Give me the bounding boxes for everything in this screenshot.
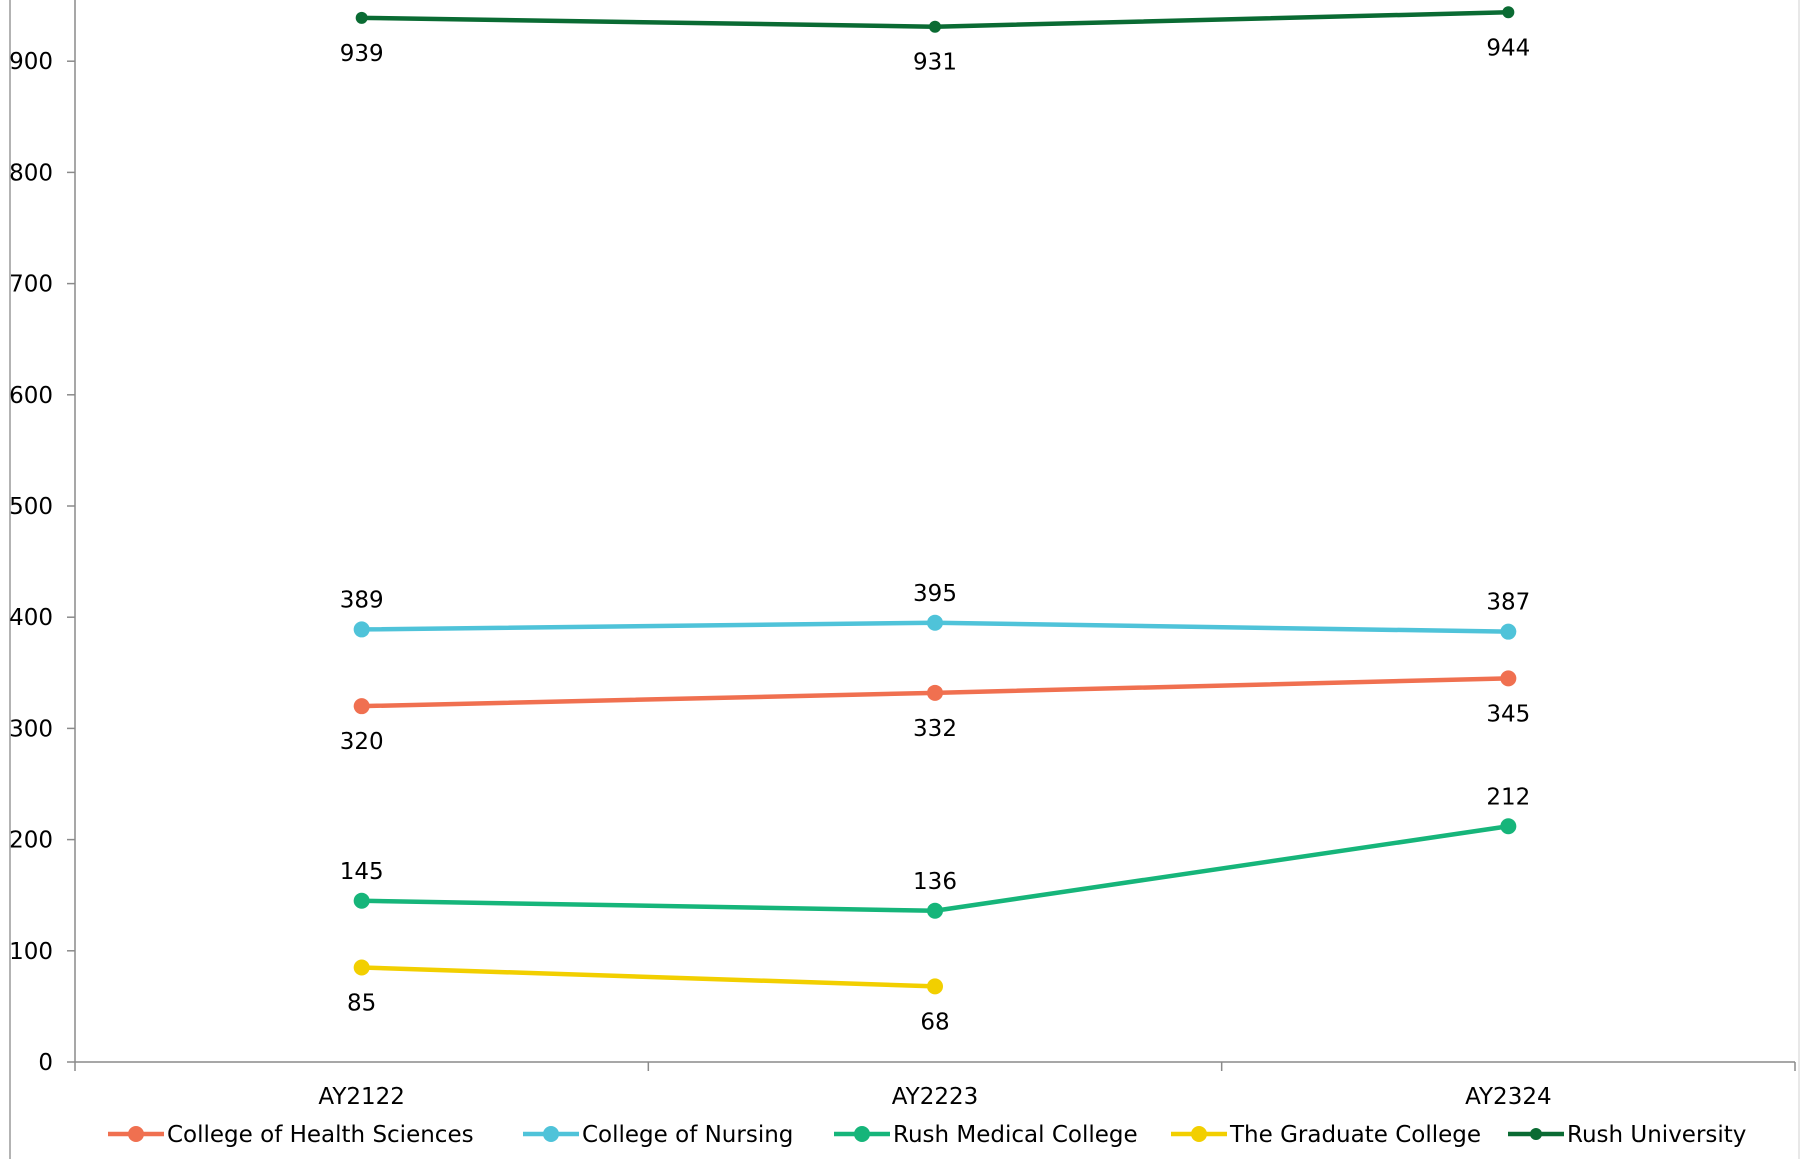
legend-item-rush-university: Rush University (1508, 1122, 1746, 1148)
legend-swatch-marker (128, 1126, 144, 1142)
y-tick-label: 0 (38, 1050, 53, 1076)
data-label-rush-university: 931 (913, 50, 957, 76)
y-tick-label: 600 (9, 383, 53, 409)
data-point-rush-medical-college (353, 892, 370, 909)
y-tick-label: 700 (9, 272, 53, 298)
legend-label: The Graduate College (1229, 1122, 1481, 1148)
legend-label: College of Nursing (582, 1122, 793, 1148)
y-tick-label: 900 (9, 49, 53, 75)
data-label-college-of-health-sciences: 345 (1486, 701, 1530, 727)
legend-swatch-marker (1530, 1128, 1542, 1140)
data-point-college-of-health-sciences (1500, 670, 1517, 687)
data-point-the-graduate-college (353, 959, 370, 976)
legend-swatch-marker (1191, 1126, 1207, 1142)
series-line-the-graduate-college (361, 965, 936, 989)
data-label-college-of-nursing: 387 (1486, 590, 1530, 616)
legend-label: College of Health Sciences (167, 1122, 474, 1148)
data-point-the-graduate-college (927, 978, 943, 995)
legend-swatch-marker (854, 1126, 870, 1142)
data-point-rush-medical-college (1500, 818, 1517, 835)
y-tick-label: 100 (9, 939, 53, 965)
data-label-college-of-nursing: 395 (913, 581, 957, 607)
data-label-college-of-health-sciences: 320 (340, 729, 384, 755)
data-label-the-graduate-college: 85 (347, 990, 376, 1016)
data-label-rush-university: 944 (1486, 35, 1530, 61)
data-point-college-of-health-sciences (353, 698, 370, 715)
data-label-college-of-nursing: 389 (340, 587, 384, 613)
x-tick-label: AY2122 (318, 1084, 405, 1110)
legend-swatch-marker (543, 1126, 559, 1142)
data-point-rush-university (929, 20, 941, 33)
data-label-rush-medical-college: 145 (340, 859, 384, 885)
legend-item-rush-medical-college: Rush Medical College (834, 1122, 1138, 1148)
data-point-rush-medical-college (927, 902, 943, 919)
data-point-rush-university (355, 11, 368, 24)
axes: 0 100 200 300 400 500 600 700 800 900 AY2122 AY2223… (9, 0, 1800, 1159)
data-label-college-of-health-sciences: 332 (913, 716, 957, 742)
legend: College of Health Sciences College of Nur… (108, 1122, 1746, 1148)
data-point-college-of-health-sciences (927, 684, 943, 701)
data-point-rush-university (1502, 6, 1515, 19)
data-label-rush-medical-college: 136 (913, 869, 957, 895)
y-tick-label: 300 (9, 716, 53, 742)
data-point-college-of-nursing (1500, 623, 1517, 640)
data-label-rush-university: 939 (340, 41, 384, 67)
x-tick-label: AY2324 (1465, 1084, 1552, 1110)
legend-item-college-of-health-sciences: College of Health Sciences (108, 1122, 474, 1148)
series-lines (361, 10, 1509, 989)
legend-label: Rush University (1567, 1122, 1746, 1148)
legend-item-college-of-nursing: College of Nursing (523, 1122, 793, 1148)
legend-item-the-graduate-college: The Graduate College (1171, 1122, 1481, 1148)
x-tick-label: AY2223 (892, 1084, 979, 1110)
legend-label: Rush Medical College (893, 1122, 1138, 1148)
data-label-rush-medical-college: 212 (1486, 784, 1530, 810)
data-point-college-of-nursing (353, 621, 370, 638)
y-tick-label: 800 (9, 160, 53, 186)
series-points (353, 6, 1517, 995)
y-tick-label: 500 (9, 494, 53, 520)
y-tick-label: 400 (9, 605, 53, 631)
data-point-college-of-nursing (927, 614, 943, 631)
data-labels: 320 332 345 389 395 387 145 136 212 85 68 939 931 944 (340, 35, 1531, 1035)
data-label-the-graduate-college: 68 (920, 1009, 949, 1035)
y-tick-label: 200 (9, 828, 53, 854)
